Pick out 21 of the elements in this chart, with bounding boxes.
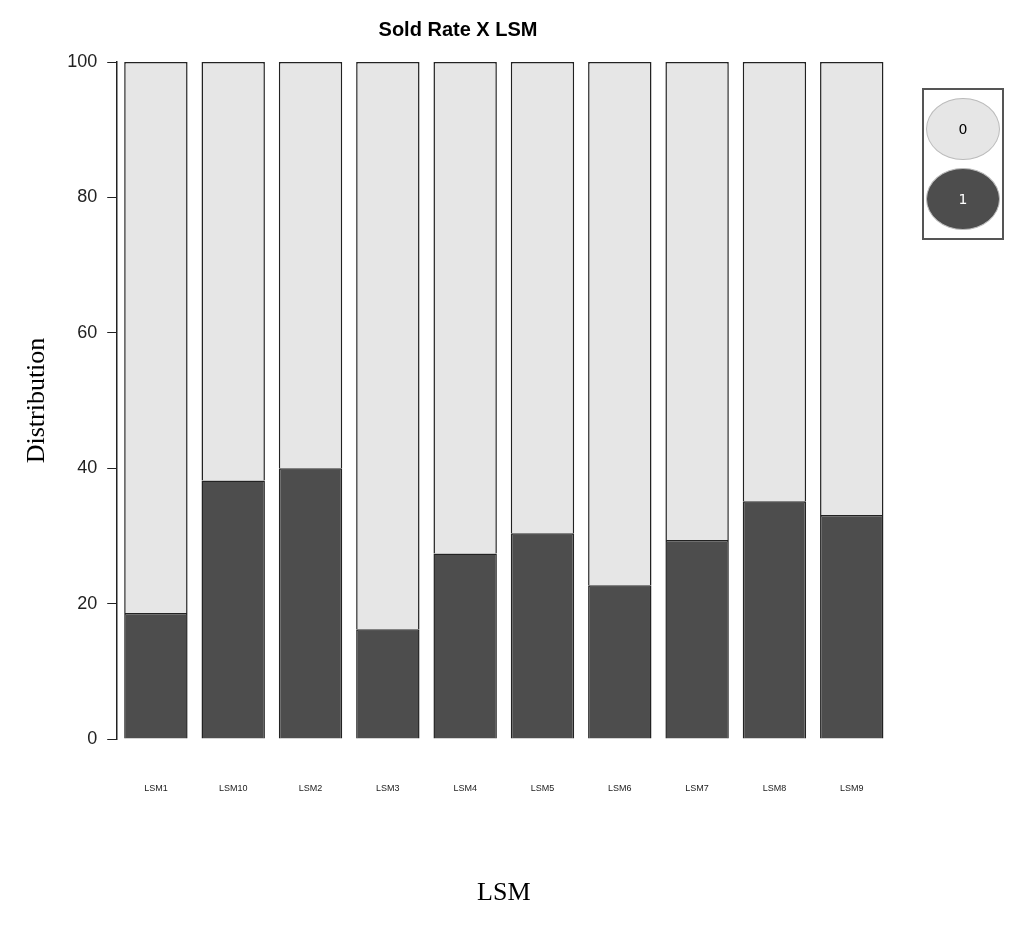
text: 1 — [958, 191, 968, 207]
x-tick-label: LSM9 — [839, 782, 864, 793]
x-tick-label: LSM10 — [218, 782, 248, 793]
y-tick-label: 20 — [77, 592, 98, 613]
chart-title: Sold Rate X LSM — [378, 17, 538, 40]
x-tick-label: LSM8 — [762, 782, 787, 793]
text: 0 — [958, 121, 968, 137]
x-tick-label: LSM4 — [453, 782, 477, 793]
x-tick-label: LSM1 — [144, 782, 168, 793]
y-tick-label: 80 — [77, 186, 98, 207]
x-tick-label: LSM2 — [298, 782, 323, 793]
y-tick-label: 60 — [77, 321, 98, 342]
y-tick-label: 40 — [77, 457, 98, 478]
y-tick-label: 0 — [87, 727, 98, 748]
x-axis-title: LSM — [477, 877, 531, 907]
y-tick-label: 100 — [67, 50, 98, 71]
x-tick-label: LSM5 — [530, 782, 555, 793]
x-tick-label: LSM3 — [376, 782, 400, 793]
y-axis-title: Distribution — [21, 337, 51, 464]
x-tick-label: LSM6 — [608, 782, 632, 793]
x-tick-label: LSM7 — [685, 782, 709, 793]
